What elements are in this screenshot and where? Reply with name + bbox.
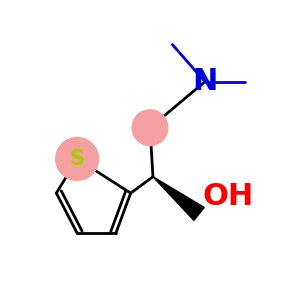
Polygon shape: [153, 177, 204, 220]
Text: OH: OH: [202, 182, 253, 211]
Text: N: N: [192, 67, 218, 96]
Circle shape: [56, 137, 99, 180]
Circle shape: [132, 110, 168, 146]
Text: S: S: [70, 149, 85, 169]
